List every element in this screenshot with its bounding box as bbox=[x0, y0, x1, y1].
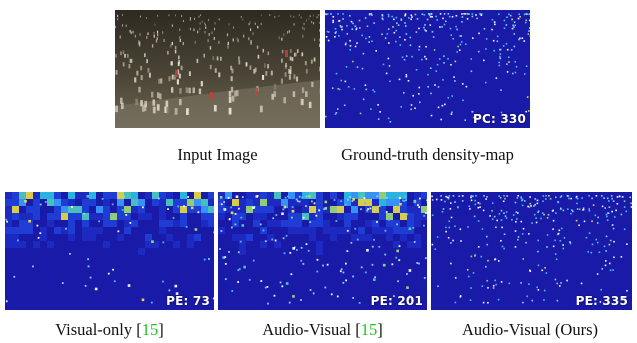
caption-input-image: Input Image bbox=[177, 145, 258, 164]
visual-only-density-map: PE: 73 bbox=[5, 192, 214, 310]
citation-link[interactable]: 15 bbox=[141, 320, 159, 339]
people-count-badge: PC: 330 bbox=[472, 112, 526, 126]
predicted-estimate-badge-audio-visual: PE: 201 bbox=[370, 294, 423, 308]
caption-ground-truth: Ground-truth density-map bbox=[341, 145, 514, 164]
citation-link[interactable]: 15 bbox=[360, 320, 378, 339]
audio-visual-ours-density-map: PE: 335 bbox=[431, 192, 632, 310]
ground-truth-density-map: PC: 330 bbox=[325, 10, 530, 128]
caption-audio-visual-ours: Audio-Visual (Ours) bbox=[461, 320, 599, 339]
caption-audio-visual-baseline: Audio-Visual [15] bbox=[262, 320, 383, 339]
predicted-estimate-badge-visual-only: PE: 73 bbox=[166, 294, 210, 308]
audio-visual-baseline-density-map: PE: 201 bbox=[218, 192, 427, 310]
input-image bbox=[115, 10, 320, 128]
caption-visual-only: Visual-only [15] bbox=[55, 320, 164, 339]
predicted-estimate-badge-ours: PE: 335 bbox=[575, 294, 628, 308]
